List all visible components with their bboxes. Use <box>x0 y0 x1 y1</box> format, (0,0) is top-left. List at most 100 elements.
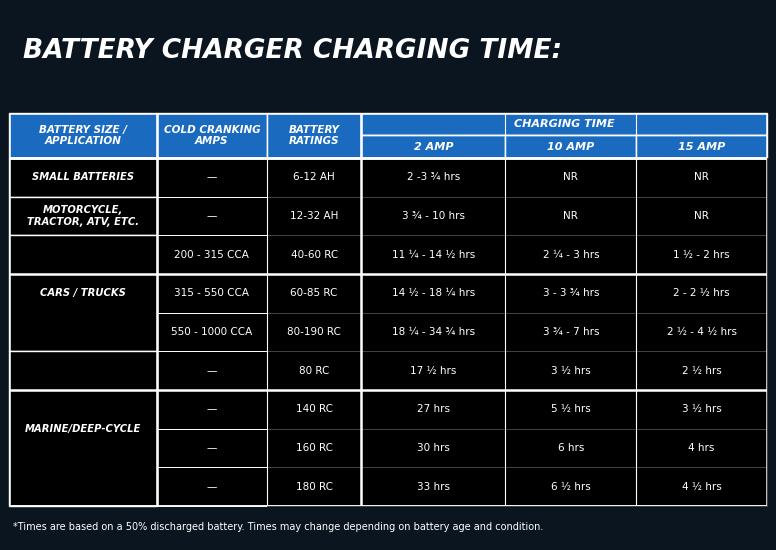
Text: 1 ½ - 2 hrs: 1 ½ - 2 hrs <box>674 250 730 260</box>
Bar <box>267 468 362 506</box>
Bar <box>267 158 362 197</box>
Text: 315 - 550 CCA: 315 - 550 CCA <box>175 288 249 298</box>
Bar <box>505 135 636 158</box>
Text: 200 - 315 CCA: 200 - 315 CCA <box>175 250 249 260</box>
Text: 17 ½ hrs: 17 ½ hrs <box>411 366 456 376</box>
Text: BATTERY CHARGER CHARGING TIME:: BATTERY CHARGER CHARGING TIME: <box>23 38 562 64</box>
Text: 3 ½ hrs: 3 ½ hrs <box>551 366 591 376</box>
Text: 160 RC: 160 RC <box>296 443 333 453</box>
Bar <box>636 312 767 351</box>
Text: 10 AMP: 10 AMP <box>547 142 594 152</box>
Text: 180 RC: 180 RC <box>296 482 333 492</box>
Text: —: — <box>206 172 217 182</box>
Text: —: — <box>206 366 217 376</box>
Text: NR: NR <box>563 172 578 182</box>
Bar <box>362 113 767 135</box>
Text: 6 hrs: 6 hrs <box>558 443 584 453</box>
Bar <box>157 113 267 158</box>
Bar <box>9 113 157 158</box>
Bar <box>362 390 505 428</box>
Bar <box>362 158 505 197</box>
Bar <box>505 197 636 235</box>
Text: 11 ¼ - 14 ½ hrs: 11 ¼ - 14 ½ hrs <box>392 250 475 260</box>
Bar <box>157 197 267 235</box>
Bar <box>157 468 267 506</box>
Bar <box>267 197 362 235</box>
Bar <box>9 351 157 506</box>
Text: BATTERY
RATINGS: BATTERY RATINGS <box>289 124 340 146</box>
Text: 2 - 2 ½ hrs: 2 - 2 ½ hrs <box>674 288 730 298</box>
Bar <box>362 428 505 467</box>
Text: 30 hrs: 30 hrs <box>417 443 450 453</box>
Bar <box>636 158 767 197</box>
Bar <box>362 197 505 235</box>
Text: 6-12 AH: 6-12 AH <box>293 172 335 182</box>
Bar <box>505 468 636 506</box>
Text: 12-32 AH: 12-32 AH <box>290 211 338 221</box>
Bar <box>636 468 767 506</box>
Bar <box>267 390 362 428</box>
Bar <box>636 274 767 312</box>
Bar <box>505 274 636 312</box>
Text: —: — <box>206 211 217 221</box>
Text: 27 hrs: 27 hrs <box>417 404 450 414</box>
Bar <box>267 312 362 351</box>
Text: BATTERY SIZE /
APPLICATION: BATTERY SIZE / APPLICATION <box>39 124 127 146</box>
Text: *Times are based on a 50% discharged battery. Times may change depending on batt: *Times are based on a 50% discharged bat… <box>13 522 543 532</box>
Bar <box>157 274 267 312</box>
Text: CARS / TRUCKS: CARS / TRUCKS <box>40 288 126 298</box>
Bar <box>157 428 267 467</box>
Text: 33 hrs: 33 hrs <box>417 482 450 492</box>
Text: CHARGING TIME: CHARGING TIME <box>514 119 615 129</box>
Text: NR: NR <box>694 172 709 182</box>
Text: 2 ½ hrs: 2 ½ hrs <box>681 366 722 376</box>
Text: SMALL BATTERIES: SMALL BATTERIES <box>32 172 134 182</box>
Text: 6 ½ hrs: 6 ½ hrs <box>551 482 591 492</box>
Bar <box>362 351 505 390</box>
Text: 550 - 1000 CCA: 550 - 1000 CCA <box>171 327 252 337</box>
Text: —: — <box>206 404 217 414</box>
Text: COLD CRANKING
AMPS: COLD CRANKING AMPS <box>164 124 260 146</box>
Text: 3 ½ hrs: 3 ½ hrs <box>681 404 722 414</box>
Bar <box>636 135 767 158</box>
Text: 40-60 RC: 40-60 RC <box>290 250 338 260</box>
Text: —: — <box>206 482 217 492</box>
Text: 2 AMP: 2 AMP <box>414 142 453 152</box>
Text: 2 ¼ - 3 hrs: 2 ¼ - 3 hrs <box>542 250 599 260</box>
Bar <box>505 390 636 428</box>
Text: 5 ½ hrs: 5 ½ hrs <box>551 404 591 414</box>
Bar <box>636 390 767 428</box>
Bar <box>505 312 636 351</box>
Bar <box>157 235 267 274</box>
Bar <box>636 351 767 390</box>
Text: 80 RC: 80 RC <box>299 366 329 376</box>
Text: 3 ¾ - 7 hrs: 3 ¾ - 7 hrs <box>542 327 599 337</box>
Text: 140 RC: 140 RC <box>296 404 333 414</box>
Bar <box>636 197 767 235</box>
Bar <box>362 135 505 158</box>
Bar <box>267 113 362 158</box>
Text: —: — <box>206 443 217 453</box>
Bar <box>636 428 767 467</box>
Text: 80-190 RC: 80-190 RC <box>287 327 341 337</box>
Bar <box>9 235 157 351</box>
Bar <box>157 390 267 428</box>
Bar <box>362 468 505 506</box>
Bar <box>267 428 362 467</box>
Text: MOTORCYCLE,
TRACTOR, ATV, ETC.: MOTORCYCLE, TRACTOR, ATV, ETC. <box>27 205 139 227</box>
Bar <box>9 197 157 235</box>
Text: 4 hrs: 4 hrs <box>688 443 715 453</box>
Bar <box>9 158 157 197</box>
Bar <box>157 351 267 390</box>
Bar <box>636 235 767 274</box>
Bar <box>362 235 505 274</box>
Text: 3 ¾ - 10 hrs: 3 ¾ - 10 hrs <box>402 211 465 221</box>
Bar <box>505 235 636 274</box>
Text: NR: NR <box>694 211 709 221</box>
Text: 18 ¼ - 34 ¾ hrs: 18 ¼ - 34 ¾ hrs <box>392 327 475 337</box>
Text: 2 -3 ¾ hrs: 2 -3 ¾ hrs <box>407 172 460 182</box>
Text: 4 ½ hrs: 4 ½ hrs <box>681 482 722 492</box>
Bar <box>157 158 267 197</box>
Text: 14 ½ - 18 ¼ hrs: 14 ½ - 18 ¼ hrs <box>392 288 475 298</box>
Bar <box>267 351 362 390</box>
